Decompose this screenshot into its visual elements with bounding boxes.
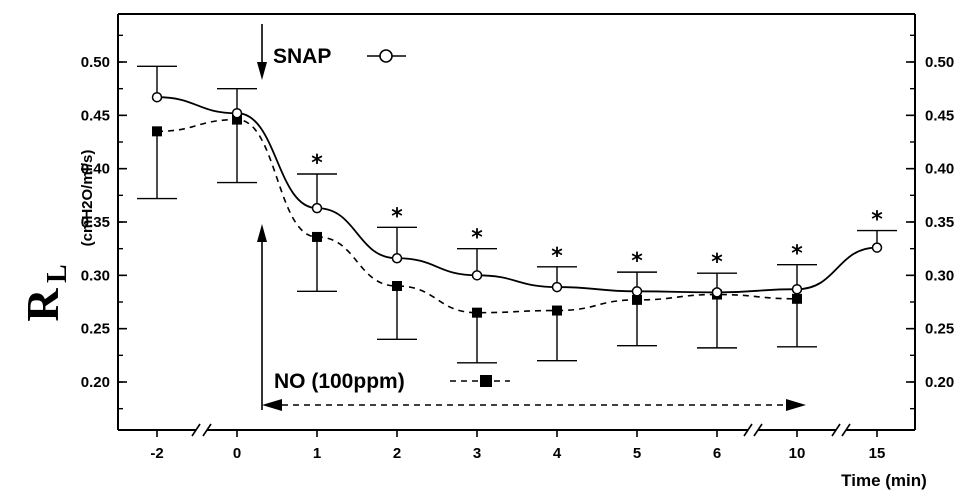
series-lines (156, 96, 878, 314)
y-tick-label-left: 0.45 (81, 107, 110, 124)
legend-snap: SNAP (273, 45, 406, 68)
axis-breaks (191, 423, 851, 437)
y-tick-label-left: 0.25 (81, 321, 110, 338)
significance-star: * (551, 244, 563, 269)
x-tick-label: 3 (473, 445, 481, 462)
y-tick-label-left: 0.30 (81, 267, 110, 284)
axis-break-mark (753, 423, 763, 437)
y-tick-label-left: 0.50 (81, 54, 110, 71)
axis-break-mark (743, 423, 753, 437)
y-tick-label-right: 0.30 (925, 267, 954, 284)
snap-arrow (257, 24, 267, 80)
legend-no-marker (480, 375, 492, 387)
significance-star: * (791, 242, 803, 267)
no-data-point (472, 307, 482, 318)
y-tick-label-right: 0.50 (925, 54, 954, 71)
snap-series-line (156, 96, 878, 294)
snap-data-point (631, 286, 643, 297)
snap-data-point (311, 202, 323, 214)
significance-star: * (391, 204, 403, 229)
y-tick-label-right: 0.40 (925, 161, 954, 178)
plot-frame (117, 13, 916, 431)
snap-data-point (871, 242, 883, 253)
y-tick-label-right: 0.20 (925, 374, 954, 391)
x-tick-label: 15 (869, 445, 886, 462)
snap-data-point (231, 107, 243, 119)
y-tick-label-left: 0.35 (81, 214, 110, 231)
x-tick-label: 10 (789, 445, 806, 462)
significance-star: * (711, 250, 723, 275)
y-axis-label-main: R (17, 288, 68, 322)
no-arrow (257, 224, 267, 410)
y-axis-units: (cmH2O/ml/s) (79, 150, 96, 247)
y-tick-label-left: 0.20 (81, 374, 110, 391)
significance-star: * (631, 249, 643, 274)
x-tick-label: 5 (633, 445, 641, 462)
snap-data-point (551, 281, 563, 293)
legend-snap-label: SNAP (273, 45, 331, 68)
y-ticks-left: 0.20 0.25 0.30 0.35 0.40 0.45 0.50 (81, 34, 127, 410)
y-tick-label-right: 0.35 (925, 214, 954, 231)
significance-markers: * * * * * * * * (311, 151, 883, 275)
no-data-point (792, 293, 802, 304)
no-duration-arrow (262, 399, 806, 411)
x-ticks: -2 0 1 2 3 4 5 6 10 15 (150, 430, 885, 462)
axis-break-mark (191, 423, 201, 437)
snap-data-point (391, 253, 403, 264)
significance-star: * (871, 208, 883, 233)
no-data-point (232, 114, 242, 125)
x-tick-label: 4 (553, 445, 562, 462)
legend-no-label: NO (100ppm) (274, 370, 405, 393)
snap-data-point (151, 91, 163, 103)
significance-star: * (471, 226, 483, 251)
y-tick-label-right: 0.45 (925, 107, 954, 124)
snap-data-point (791, 283, 803, 295)
snap-data-point (471, 270, 483, 281)
no-data-point (632, 294, 642, 305)
y-tick-label-right: 0.25 (925, 321, 954, 338)
no-series-line (156, 118, 798, 314)
x-tick-label: 6 (713, 445, 721, 462)
axis-break-mark (831, 423, 841, 437)
x-tick-label: 0 (233, 445, 241, 462)
legend-snap-marker (379, 49, 393, 63)
legend-no: NO (100ppm) (274, 370, 510, 393)
x-axis-label: Time (min) (841, 471, 927, 490)
x-tick-label: -2 (150, 445, 163, 462)
no-data-point (552, 305, 562, 316)
y-axis-label-subscript: L (42, 264, 73, 283)
x-tick-label: 1 (313, 445, 321, 462)
x-tick-label: 2 (393, 445, 401, 462)
y-tick-label-left: 0.40 (81, 161, 110, 178)
no-data-point (152, 126, 162, 137)
no-data-point (392, 281, 402, 291)
axis-break-mark (841, 423, 851, 437)
significance-star: * (311, 151, 323, 176)
error-bars (137, 65, 897, 364)
axis-break-mark (202, 423, 212, 437)
no-data-point (312, 231, 322, 242)
series-markers (151, 91, 883, 318)
y-axis-label: R L (17, 264, 73, 321)
snap-data-point (711, 287, 723, 298)
y-ticks-right: 0.20 0.25 0.30 0.35 0.40 0.45 0.50 (906, 34, 954, 410)
